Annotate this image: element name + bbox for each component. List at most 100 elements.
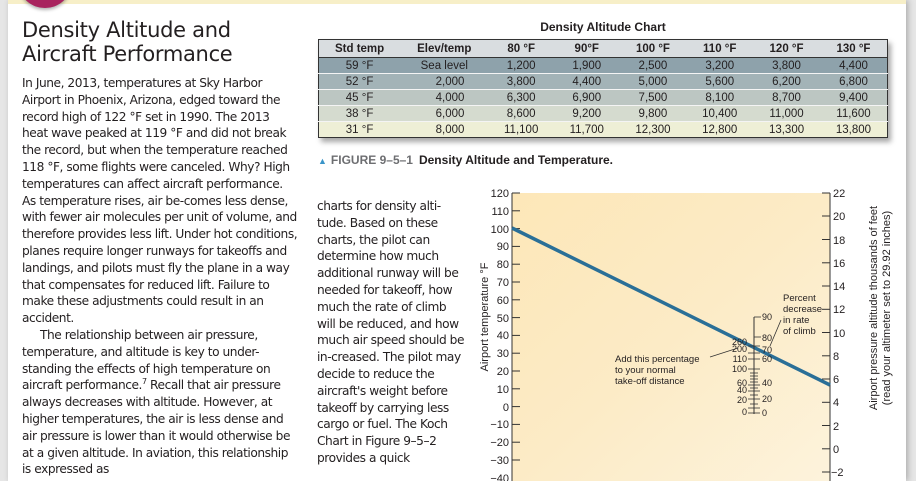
table-cell: 31 °F — [318, 121, 401, 138]
table-cell: 9,400 — [819, 89, 888, 106]
table-cell: 11,700 — [553, 121, 620, 138]
svg-text:0: 0 — [742, 407, 747, 417]
svg-text:6: 6 — [833, 374, 839, 386]
svg-text:20: 20 — [497, 366, 509, 378]
note-line: take-off distance — [615, 376, 685, 387]
svg-text:60: 60 — [762, 354, 772, 364]
svg-text:18: 18 — [833, 235, 845, 247]
table-cell: 2,000 — [400, 73, 489, 90]
table-row: 45 °F 4,000 6,300 6,900 7,500 8,100 8,70… — [318, 89, 888, 106]
svg-text:20: 20 — [737, 395, 747, 405]
table-cell: 2,500 — [619, 57, 687, 74]
note-line: Percent — [783, 293, 816, 304]
paragraph-2: The relationship between air pressure, t… — [22, 327, 298, 478]
svg-text:80: 80 — [497, 259, 509, 271]
density-altitude-table: Std temp Elev/temp 80 °F 90°F 100 °F 110… — [318, 39, 888, 138]
svg-text:10: 10 — [833, 328, 845, 340]
svg-text:0: 0 — [503, 402, 509, 414]
svg-text:80: 80 — [762, 333, 772, 343]
header-120f: 120 °F — [753, 39, 820, 58]
svg-text:−2: −2 — [831, 467, 844, 479]
svg-text:120: 120 — [491, 188, 509, 200]
table-cell: 9,800 — [619, 105, 687, 122]
svg-text:100: 100 — [732, 364, 747, 374]
paragraph-2-text-a: The relationship between air pressure, t… — [22, 327, 271, 393]
table-title: Density Altitude Chart — [540, 20, 666, 34]
header-elev-temp: Elev/temp — [400, 39, 489, 58]
svg-text:−40: −40 — [490, 473, 509, 481]
table-cell: 4,000 — [400, 89, 489, 106]
paragraph-1: In June, 2013, temperatures at Sky Harbo… — [22, 76, 298, 326]
header-80f: 80 °F — [488, 39, 554, 58]
figure-caption-text: Density Altitude and Temperature. — [418, 153, 614, 167]
table-cell: 3,800 — [488, 73, 554, 90]
svg-text:60: 60 — [497, 295, 509, 307]
table-cell: 6,900 — [553, 89, 620, 106]
svg-text:110: 110 — [733, 354, 747, 364]
svg-text:0: 0 — [833, 444, 839, 456]
table-cell: 38 °F — [318, 105, 401, 122]
svg-text:14: 14 — [833, 281, 845, 293]
title-line-2: Aircraft Performance — [22, 42, 233, 66]
table-cell: 7,500 — [619, 89, 687, 106]
svg-text:−20: −20 — [490, 437, 509, 449]
svg-text:40: 40 — [497, 330, 509, 342]
svg-text:260: 260 — [732, 337, 747, 347]
note-line: Add this percentage — [615, 354, 700, 365]
table-cell: 5,600 — [686, 73, 754, 90]
table-cell: 8,700 — [753, 89, 820, 106]
svg-text:22: 22 — [833, 188, 845, 200]
table-row: 38 °F 6,000 8,600 9,200 9,800 10,400 11,… — [318, 105, 888, 122]
svg-text:70: 70 — [762, 345, 772, 355]
svg-text:40: 40 — [737, 385, 747, 395]
table-cell: 11,600 — [819, 105, 888, 122]
figure-number: FIGURE 9–5–1 — [330, 153, 413, 167]
header-100f: 100 °F — [619, 39, 687, 58]
note-line: decrease — [783, 304, 823, 315]
svg-text:2: 2 — [833, 421, 839, 433]
table-cell: 13,800 — [819, 121, 888, 138]
table-row: 52 °F 2,000 3,800 4,400 5,000 5,600 6,20… — [318, 73, 888, 90]
table-cell: 12,300 — [619, 121, 687, 138]
table-cell: 45 °F — [318, 89, 401, 106]
table-cell: 13,300 — [753, 121, 820, 138]
table-cell: 11,000 — [753, 105, 820, 122]
paragraph-2-text-b: Recall that air pressure always decrease… — [22, 378, 290, 477]
triangle-marker-icon: ▲ — [318, 156, 327, 166]
column-2-paragraph: charts for density alti-tude. Based on t… — [317, 199, 465, 465]
table-cell: 6,800 — [819, 73, 888, 90]
table-cell: 1,200 — [488, 57, 554, 74]
svg-text:60: 60 — [737, 378, 747, 388]
table-cell: 5,000 — [619, 73, 687, 90]
section-title: Density Altitude and Aircraft Performanc… — [22, 18, 302, 66]
table-cell: Sea level — [400, 57, 489, 74]
table-cell: 3,800 — [753, 57, 820, 74]
svg-text:8: 8 — [833, 351, 839, 363]
footnote-ref[interactable]: 7 — [141, 377, 147, 387]
title-line-1: Density Altitude and — [22, 18, 231, 42]
table-header-row: Std temp Elev/temp 80 °F 90°F 100 °F 110… — [318, 39, 888, 58]
svg-text:100: 100 — [491, 224, 509, 236]
table-cell: 59 °F — [318, 57, 401, 74]
svg-text:−30: −30 — [490, 455, 509, 467]
takeoff-distance-note: Add this percentage to your normal take-… — [615, 354, 700, 387]
table-cell: 8,000 — [400, 121, 489, 138]
table-cell: 4,400 — [553, 73, 620, 90]
svg-text:40: 40 — [762, 378, 772, 388]
body-column-2: charts for density alti-tude. Based on t… — [317, 198, 467, 467]
body-column-1: In June, 2013, temperatures at Sky Harbo… — [22, 75, 298, 478]
table-cell: 12,800 — [686, 121, 754, 138]
svg-text:12: 12 — [833, 304, 845, 316]
header-110f: 110 °F — [686, 39, 754, 58]
header-strip — [8, 0, 906, 4]
right-axis-label-line-2: (read your altimeter set to 29.92 inches… — [881, 210, 893, 406]
note-line: to your normal — [615, 365, 676, 376]
table-cell: 4,400 — [819, 57, 888, 74]
table-cell: 6,300 — [488, 89, 554, 106]
svg-text:50: 50 — [497, 313, 509, 325]
table-cell: 11,100 — [488, 121, 554, 138]
right-axis-label: Airport pressure altitude thousands of f… — [868, 178, 896, 438]
svg-text:70: 70 — [497, 277, 509, 289]
header-std-temp: Std temp — [318, 39, 401, 58]
